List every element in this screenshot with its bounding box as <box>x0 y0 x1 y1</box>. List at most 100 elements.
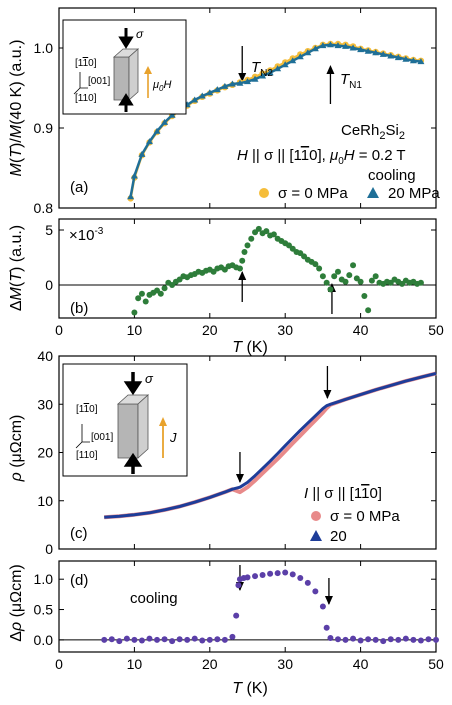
field-condition-label: H || σ || [110], μ0H = 0.2 T <box>237 147 406 167</box>
panel-c-label: (c) <box>70 525 88 542</box>
panel-c-series-1-line <box>104 371 437 519</box>
tn2-arrowhead <box>238 73 247 82</box>
panel-b-xtick-label-1: 10 <box>127 322 143 338</box>
panel-b-series-0-point-52 <box>323 279 330 286</box>
panel-b-xtick-label-2: 20 <box>202 322 218 338</box>
panel-d-series-0-point-47 <box>425 636 432 643</box>
legend-c-label-0: σ = 0 MPa <box>330 508 400 525</box>
panel-b-series-0-point-29 <box>239 257 246 264</box>
legend-c: σ = 0 MPa 20 <box>310 508 400 545</box>
inset-a-stress-arrow-bottom <box>118 93 134 112</box>
panel-b-series-0-point-1 <box>135 295 142 302</box>
inset-c-stress-arrow-top <box>123 372 143 396</box>
panel-b-xtick-label-3: 30 <box>277 322 293 338</box>
panel-d-series-0-point-11 <box>184 636 191 643</box>
panel-d-series-0-point-12 <box>191 635 198 642</box>
panel-d-xtick-label-4: 40 <box>353 656 369 672</box>
panel-d-series-0-point-10 <box>176 636 183 643</box>
panel-b-series-0-point-51 <box>319 273 326 280</box>
panel-d-series-0-point-45 <box>410 636 417 643</box>
panel-d-series-0-point-19 <box>235 582 242 589</box>
panel-b-arrowhead-0 <box>238 271 247 280</box>
inset-c-dir-mid: [001] <box>91 432 113 443</box>
panel-b-series-0-point-32 <box>248 235 255 242</box>
panel-d-frame <box>58 560 437 653</box>
panel-b-frame <box>58 218 437 319</box>
panel-b-series-0-point-36 <box>263 228 270 235</box>
inset-c-dir-bot: [110] <box>76 450 98 461</box>
panel-b-series-0-point-2 <box>138 290 145 297</box>
panel-b-series-0-point-7 <box>157 290 164 297</box>
panel-b-series-0-point-3 <box>142 298 149 305</box>
panel-d-series-0-point-13 <box>199 637 206 644</box>
inset-c-sigma: σ <box>145 371 154 386</box>
panel-d-xtick-label-3: 30 <box>277 656 293 672</box>
inset-c-current-arrowhead <box>159 417 167 426</box>
cooling-label-a: cooling <box>368 167 416 184</box>
panel-a-ytick-label-1: 0.9 <box>34 120 54 136</box>
panel-b-series-0-point-55 <box>334 268 341 275</box>
panel-b-series-0-point-0 <box>131 309 138 316</box>
panel-d-series-0-point-33 <box>323 624 330 631</box>
inset-c-stress-arrow-bottom <box>123 452 143 474</box>
legend-a-marker-1 <box>367 187 379 198</box>
panel-d-series-0-point-9 <box>169 638 176 645</box>
panel-a-ytick-label-2: 1.0 <box>34 40 54 56</box>
panel-b-series-0-point-54 <box>331 273 338 280</box>
panel-b-series-0-point-65 <box>372 273 379 280</box>
panel-d-series-0-point-40 <box>372 636 379 643</box>
inset-c-current-label: J <box>169 430 177 445</box>
panel-b-series-0-point-62 <box>361 293 368 299</box>
legend-c-marker-0 <box>311 511 321 521</box>
panel-c-ytick-label-3: 30 <box>37 396 53 412</box>
panel-b-series-0-point-77 <box>417 279 424 286</box>
panel-d-series-0-point-36 <box>342 636 349 643</box>
panel-d-series-0-point-15 <box>214 636 221 643</box>
panel-b-series-0-point-63 <box>365 307 372 314</box>
inset-a-field-arrowhead <box>144 66 152 74</box>
tn1-arrowhead <box>326 65 335 74</box>
panel-b-series-0-point-38 <box>270 231 277 238</box>
panel-a-ytick-label-0: 0.8 <box>34 200 54 216</box>
legend-a-label-1: 20 MPa <box>388 185 440 202</box>
inset-a: σ μ0H [110] [001] [110] <box>62 19 187 115</box>
panel-d-series-0-point-30 <box>304 579 311 586</box>
inset-a-dir-bot: [110] <box>75 93 97 104</box>
panel-b-series-0-point-53 <box>327 286 334 293</box>
panel-d-series-0-point-8 <box>161 636 168 643</box>
inset-a-crystal-side <box>128 48 139 101</box>
panel-b-series-0-point-58 <box>346 272 353 279</box>
panel-d-series-0-point-32 <box>319 603 326 610</box>
panel-d-series-0-point-44 <box>402 635 409 642</box>
legend-c-marker-1 <box>310 530 322 541</box>
panel-d-series-0-point-16 <box>221 636 228 643</box>
panel-b-xtick-label-5: 50 <box>428 322 444 338</box>
panel-b-series-0-point-59 <box>350 262 357 269</box>
panel-d-series-0-point-28 <box>289 571 296 578</box>
panel-d-series-0-point-41 <box>380 638 387 645</box>
panel-b-series-0-point-28 <box>236 265 243 272</box>
panel-d-arrowhead-1 <box>324 596 333 605</box>
panel-b-xtick-label-4: 40 <box>353 322 369 338</box>
panel-d-label: (d) <box>70 572 88 589</box>
panel-d-series-0-point-18 <box>233 612 240 619</box>
panel-d-series-0-point-2 <box>116 638 123 645</box>
inset-a-stress-arrow-top <box>118 28 134 49</box>
panel-d-series-0-point-24 <box>259 571 266 578</box>
panel-d-series-0-point-25 <box>267 570 274 577</box>
panel-d-series-0-point-17 <box>229 633 236 640</box>
multiplier-label: ×10-3 <box>69 226 104 244</box>
inset-a-crystal-front <box>113 56 130 101</box>
panel-c-ytick-label-0: 0 <box>45 541 53 557</box>
ylabel-a: M(T)/M(40 K) (a.u.) <box>8 40 25 177</box>
panel-d-ytick-label-1: 0.5 <box>34 602 54 618</box>
compound-label: CeRh2Si2 <box>341 122 405 142</box>
panel-b-series-0-point-61 <box>357 278 364 285</box>
panel-d-series-0-point-3 <box>123 635 130 642</box>
panel-d-series-0-point-34 <box>327 635 334 642</box>
tn2-label: TN2 <box>251 59 273 79</box>
panel-b-series-0-point-34 <box>255 225 262 232</box>
panel-d-ytick-label-0: 0.0 <box>34 632 54 648</box>
panel-d-series-0-point-5 <box>138 637 145 644</box>
